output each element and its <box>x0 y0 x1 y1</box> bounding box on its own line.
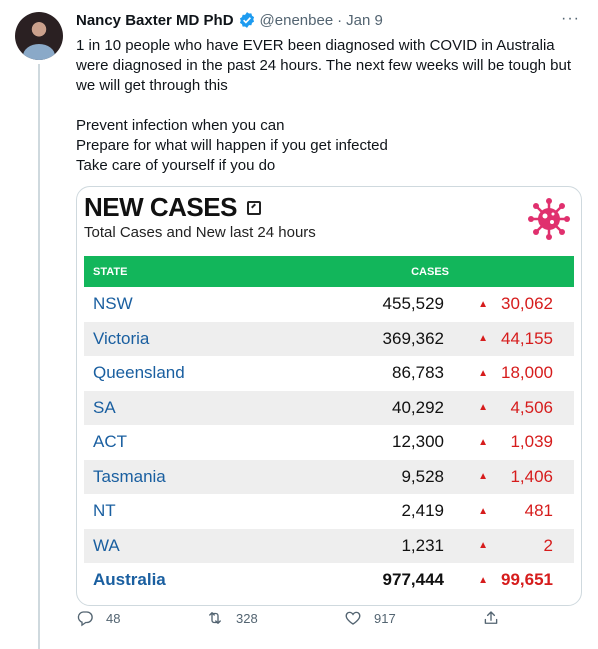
up-arrow-icon: ▲ <box>478 574 488 586</box>
thread-line <box>38 64 40 649</box>
tweet-paragraph-2: Prevent infection when you can Prepare f… <box>76 117 388 174</box>
up-arrow-icon: ▲ <box>478 471 488 483</box>
state-cell: WA <box>93 535 120 555</box>
state-cell: NT <box>93 501 116 521</box>
avatar-image <box>23 44 55 60</box>
total-cell: 2,419 <box>401 501 444 521</box>
total-cell: 977,444 <box>382 570 444 590</box>
reply-button[interactable]: 48 <box>76 609 120 627</box>
table-row: ACT 12,300 ▲ 1,039 <box>84 425 574 460</box>
tweet-paragraph-1: 1 in 10 people who have EVER been diagno… <box>76 37 572 94</box>
table-row: NT 2,419 ▲ 481 <box>84 494 574 529</box>
table-row: Tasmania 9,528 ▲ 1,406 <box>84 459 574 494</box>
table-row: Victoria 369,362 ▲ 44,155 <box>84 321 574 356</box>
up-arrow-icon: ▲ <box>478 436 488 448</box>
new-cases-cell: 2 <box>543 535 553 555</box>
table-row: SA 40,292 ▲ 4,506 <box>84 390 574 425</box>
new-cases-cell: 18,000 <box>501 363 553 383</box>
new-cases-cell: 1,406 <box>510 466 553 486</box>
reply-count: 48 <box>106 610 121 626</box>
up-arrow-icon: ▲ <box>478 540 488 552</box>
retweet-icon <box>209 612 221 624</box>
new-cases-cell: 4,506 <box>510 397 553 417</box>
card-title-text: NEW CASES <box>84 192 237 222</box>
share-button[interactable] <box>482 609 512 627</box>
author-name[interactable]: Nancy Baxter MD PhD <box>76 11 234 29</box>
state-cell: Tasmania <box>93 466 166 486</box>
card-title: NEW CASES <box>84 192 261 223</box>
state-cell: NSW <box>93 294 133 314</box>
card-subtitle: Total Cases and New last 24 hours <box>84 224 316 241</box>
total-cell: 369,362 <box>382 328 444 348</box>
state-cell: SA <box>93 397 116 417</box>
total-cell: 1,231 <box>401 535 444 555</box>
new-cases-cell: 30,062 <box>501 294 553 314</box>
like-count: 917 <box>374 610 396 626</box>
image-card[interactable]: NEW CASES Total Cases and New last 24 ho… <box>76 186 582 606</box>
total-cell: 12,300 <box>392 432 444 452</box>
table-row: Queensland 86,783 ▲ 18,000 <box>84 356 574 391</box>
up-arrow-icon: ▲ <box>478 333 488 345</box>
total-cell: 455,529 <box>382 294 444 314</box>
header-state: STATE <box>93 265 128 278</box>
tweet-text: 1 in 10 people who have EVER been diagno… <box>76 36 581 176</box>
new-cases-cell: 481 <box>524 501 553 521</box>
total-cell: 9,528 <box>401 466 444 486</box>
share-icon <box>484 611 498 624</box>
up-arrow-icon: ▲ <box>478 402 488 414</box>
verified-badge-icon <box>239 12 254 28</box>
table-row: NSW 455,529 ▲ 30,062 <box>84 287 574 322</box>
up-arrow-icon: ▲ <box>478 298 488 310</box>
more-icon[interactable]: ··· <box>561 10 580 27</box>
virus-icon <box>528 198 570 240</box>
state-cell: ACT <box>93 432 127 452</box>
retweet-count: 328 <box>236 610 258 626</box>
state-cell: Victoria <box>93 328 150 348</box>
up-arrow-icon: ▲ <box>478 505 488 517</box>
avatar[interactable] <box>15 12 63 60</box>
tweet-date[interactable]: Jan 9 <box>346 11 383 29</box>
table-body: NSW 455,529 ▲ 30,062 Victoria 369,362 ▲ 44,155 Q… <box>84 287 574 598</box>
new-cases-cell: 99,651 <box>501 570 553 590</box>
header-cases: CASES <box>411 265 449 278</box>
new-cases-cell: 44,155 <box>501 328 553 348</box>
table-row: WA 1,231 ▲ 2 <box>84 528 574 563</box>
like-button[interactable]: 917 <box>344 609 396 627</box>
table-row: Australia 977,444 ▲ 99,651 <box>84 563 574 598</box>
new-cases-cell: 1,039 <box>510 432 553 452</box>
state-cell: Queensland <box>93 363 185 383</box>
total-cell: 40,292 <box>392 397 444 417</box>
table-header: STATE CASES <box>84 256 574 287</box>
up-arrow-icon: ▲ <box>478 367 488 379</box>
tweet-header: Nancy Baxter MD PhD @enenbee · Jan 9 <box>76 11 383 29</box>
reply-icon <box>77 611 93 627</box>
cases-table: STATE CASES NSW 455,529 ▲ 30,062 Victoria 369… <box>84 256 574 598</box>
separator: · <box>337 11 343 29</box>
total-cell: 86,783 <box>392 363 444 383</box>
expand-icon <box>246 200 261 215</box>
retweet-button[interactable]: 328 <box>206 609 258 627</box>
like-icon <box>345 611 361 625</box>
author-handle[interactable]: @enenbee <box>259 11 334 29</box>
state-cell: Australia <box>93 570 166 590</box>
